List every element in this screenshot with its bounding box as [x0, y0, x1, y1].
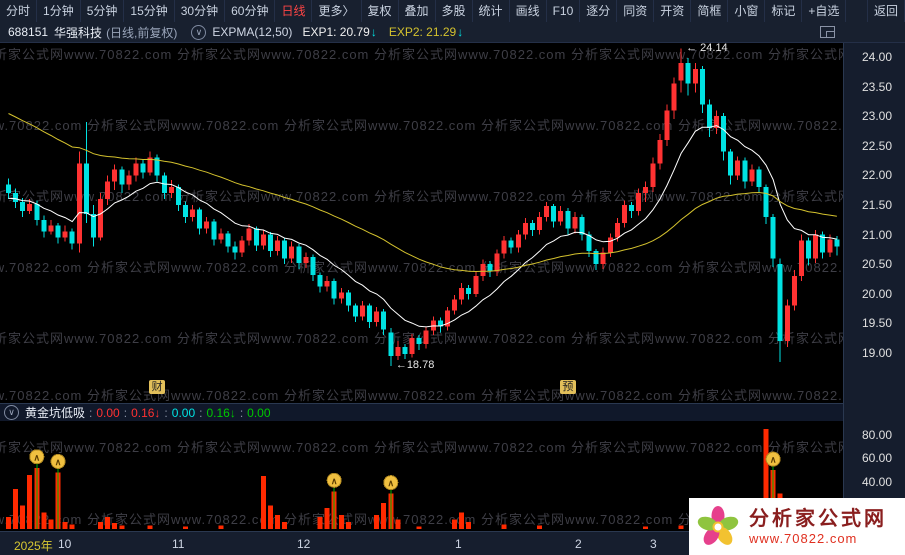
watermark-text: 分析家公式网www.70822.com 分析家公式网www.70822.com … [0, 331, 905, 346]
exp1-value: EXP1: 20.79 [302, 25, 370, 39]
sub-axis-label: 80.00 [861, 427, 892, 442]
toolbar-button-period[interactable]: 30分钟 [175, 0, 226, 22]
site-logo-box: 分析家公式网 www.70822.com [689, 498, 905, 555]
value-separator: : [164, 405, 168, 420]
watermark-text: 分析家公式网www.70822.com 分析家公式网www.70822.com … [0, 118, 905, 133]
price-annotation: ←18.78 [395, 359, 435, 372]
indicator-value: 0.00 [247, 405, 271, 420]
price-axis-label: 24.00 [861, 50, 892, 64]
toolbar-button-period[interactable]: 日线 [275, 0, 313, 22]
price-annotation: ← 24.14 [686, 42, 728, 54]
toolbar-button-action[interactable]: 开资 [654, 0, 692, 22]
price-axis-label: 23.00 [861, 109, 892, 124]
indicator-value: 0.00 [171, 405, 196, 420]
sub-axis-label: 40.00 [861, 474, 892, 489]
time-axis-label: 12 [297, 537, 311, 551]
price-axis-label: 23.50 [861, 79, 892, 94]
price-axis-label: 22.50 [861, 138, 892, 153]
overlay-indicator-name[interactable]: EXPMA(12,50) [212, 25, 293, 39]
time-axis-label: 2025年 [14, 539, 53, 553]
time-axis-label: 2 [575, 537, 582, 551]
indicator-value: 0.16↓ [131, 405, 161, 420]
sub-indicator-values: :0.00:0.16↓:0.00:0.16↓:0.00 [85, 406, 271, 420]
toolbar-button-period[interactable]: 更多〉 [312, 0, 362, 22]
exp2-value: EXP2: 21.29 [388, 25, 457, 39]
collapse-indicator-icon[interactable]: ∨ [191, 24, 207, 40]
toolbar-button-action[interactable]: 复权 [362, 0, 399, 22]
time-axis-label: 3 [650, 537, 657, 551]
toolbar-button-action[interactable]: 同资 [617, 0, 655, 22]
toolbar-button-action[interactable]: 画线 [510, 0, 547, 22]
toolbar-button-period[interactable]: 分时 [0, 0, 38, 22]
sub-axis-label: 60.00 [861, 451, 892, 466]
toolbar-button-period[interactable]: 1分钟 [37, 0, 81, 22]
flower-logo-icon [697, 505, 739, 545]
svg-text:∧: ∧ [331, 476, 338, 486]
toolbar-button-action[interactable]: +自选 [802, 0, 847, 22]
toolbar-button-action[interactable]: F10 [547, 0, 581, 22]
indicator-value: 0.16↓ [206, 405, 236, 420]
candlestick-chart[interactable]: ← 24.14 ←18.78 财 预 [0, 42, 843, 403]
top-toolbar: 分时 1分钟 5分钟 15分钟 30分钟 60分钟 日线 更多〉 复权 叠加 多股 统计 画线 F10 逐分… [0, 0, 905, 23]
toolbar-button-action[interactable]: 多股 [436, 0, 473, 22]
price-axis-label: 19.50 [861, 316, 892, 331]
svg-text:∧: ∧ [388, 478, 395, 488]
sub-indicator-header: ∨ 黄金坑低吸 :0.00:0.16↓:0.00:0.16↓:0.00 [0, 403, 843, 421]
toolbar-button-period[interactable]: 60分钟 [225, 0, 276, 22]
time-axis-label: 10 [58, 537, 72, 551]
watermark-text: 分析家公式网www.70822.com 分析家公式网www.70822.com … [0, 189, 905, 204]
time-axis-label: 11 [172, 537, 185, 551]
svg-text:∧: ∧ [770, 455, 777, 465]
event-badge-forecast[interactable]: 预 [559, 380, 576, 394]
stock-name: 华强科技 [54, 25, 103, 40]
toolbar-button-action[interactable]: 返回 [866, 0, 905, 22]
value-separator: : [239, 405, 244, 420]
svg-text:∧: ∧ [34, 452, 41, 462]
svg-text:∧: ∧ [55, 457, 62, 467]
toolbar-button-action[interactable]: 逐分 [580, 0, 618, 22]
toolbar-button-action[interactable]: 简框 [691, 0, 729, 22]
exp2-down-arrow-icon: ↓ [457, 25, 464, 39]
stock-code: 688151 [8, 25, 49, 39]
price-axis-label: 20.00 [861, 286, 892, 301]
toolbar-button-period[interactable]: 5分钟 [81, 0, 125, 22]
price-axis-label: 22.00 [861, 168, 892, 183]
price-axis-label: 19.00 [861, 346, 892, 360]
toolbar-button-action[interactable]: 标记 [765, 0, 803, 22]
period-adjust-mode: (日线,前复权) [106, 25, 178, 40]
site-logo-title: 分析家公式网 [749, 507, 887, 530]
stock-info-bar: 688151 华强科技 (日线,前复权) ∨ EXPMA(12,50) EXP1… [0, 22, 905, 43]
event-badge-report[interactable]: 财 [149, 380, 166, 394]
indicator-value: 0.00 [96, 405, 120, 420]
site-logo-url[interactable]: www.70822.com [749, 530, 858, 546]
toolbar-button-action[interactable]: 统计 [473, 0, 510, 22]
watermark-text: 分析家公式网www.70822.com 分析家公式网www.70822.com … [0, 440, 905, 455]
value-separator: : [89, 405, 93, 420]
sub-indicator-name[interactable]: 黄金坑低吸 [25, 406, 86, 420]
value-separator: : [199, 405, 203, 420]
toolbar-button-action[interactable]: 小窗 [728, 0, 766, 22]
price-axis: 24.00 23.50 23.00 22.50 22.00 21.50 21.00 20.50… [843, 42, 905, 531]
exp1-down-arrow-icon: ↓ [370, 25, 377, 39]
price-axis-label: 21.00 [861, 227, 892, 242]
value-separator: : [123, 405, 128, 420]
collapse-indicator-icon[interactable]: ∨ [4, 405, 19, 420]
price-axis-label: 21.50 [861, 198, 892, 212]
time-axis-label: 1 [455, 537, 462, 551]
split-window-icon[interactable] [820, 26, 835, 38]
watermark-text: 分析家公式网www.70822.com 分析家公式网www.70822.com … [0, 388, 905, 403]
watermark-text: 分析家公式网www.70822.com 分析家公式网www.70822.com … [0, 47, 905, 62]
toolbar-button-action[interactable]: 叠加 [399, 0, 436, 22]
toolbar-button-period[interactable]: 15分钟 [124, 0, 175, 22]
watermark-text: 分析家公式网www.70822.com 分析家公式网www.70822.com … [0, 260, 905, 275]
watermark-text: 分析家公式网www.70822.com 分析家公式网www.70822.com … [0, 512, 905, 527]
price-axis-label: 20.50 [861, 257, 892, 272]
